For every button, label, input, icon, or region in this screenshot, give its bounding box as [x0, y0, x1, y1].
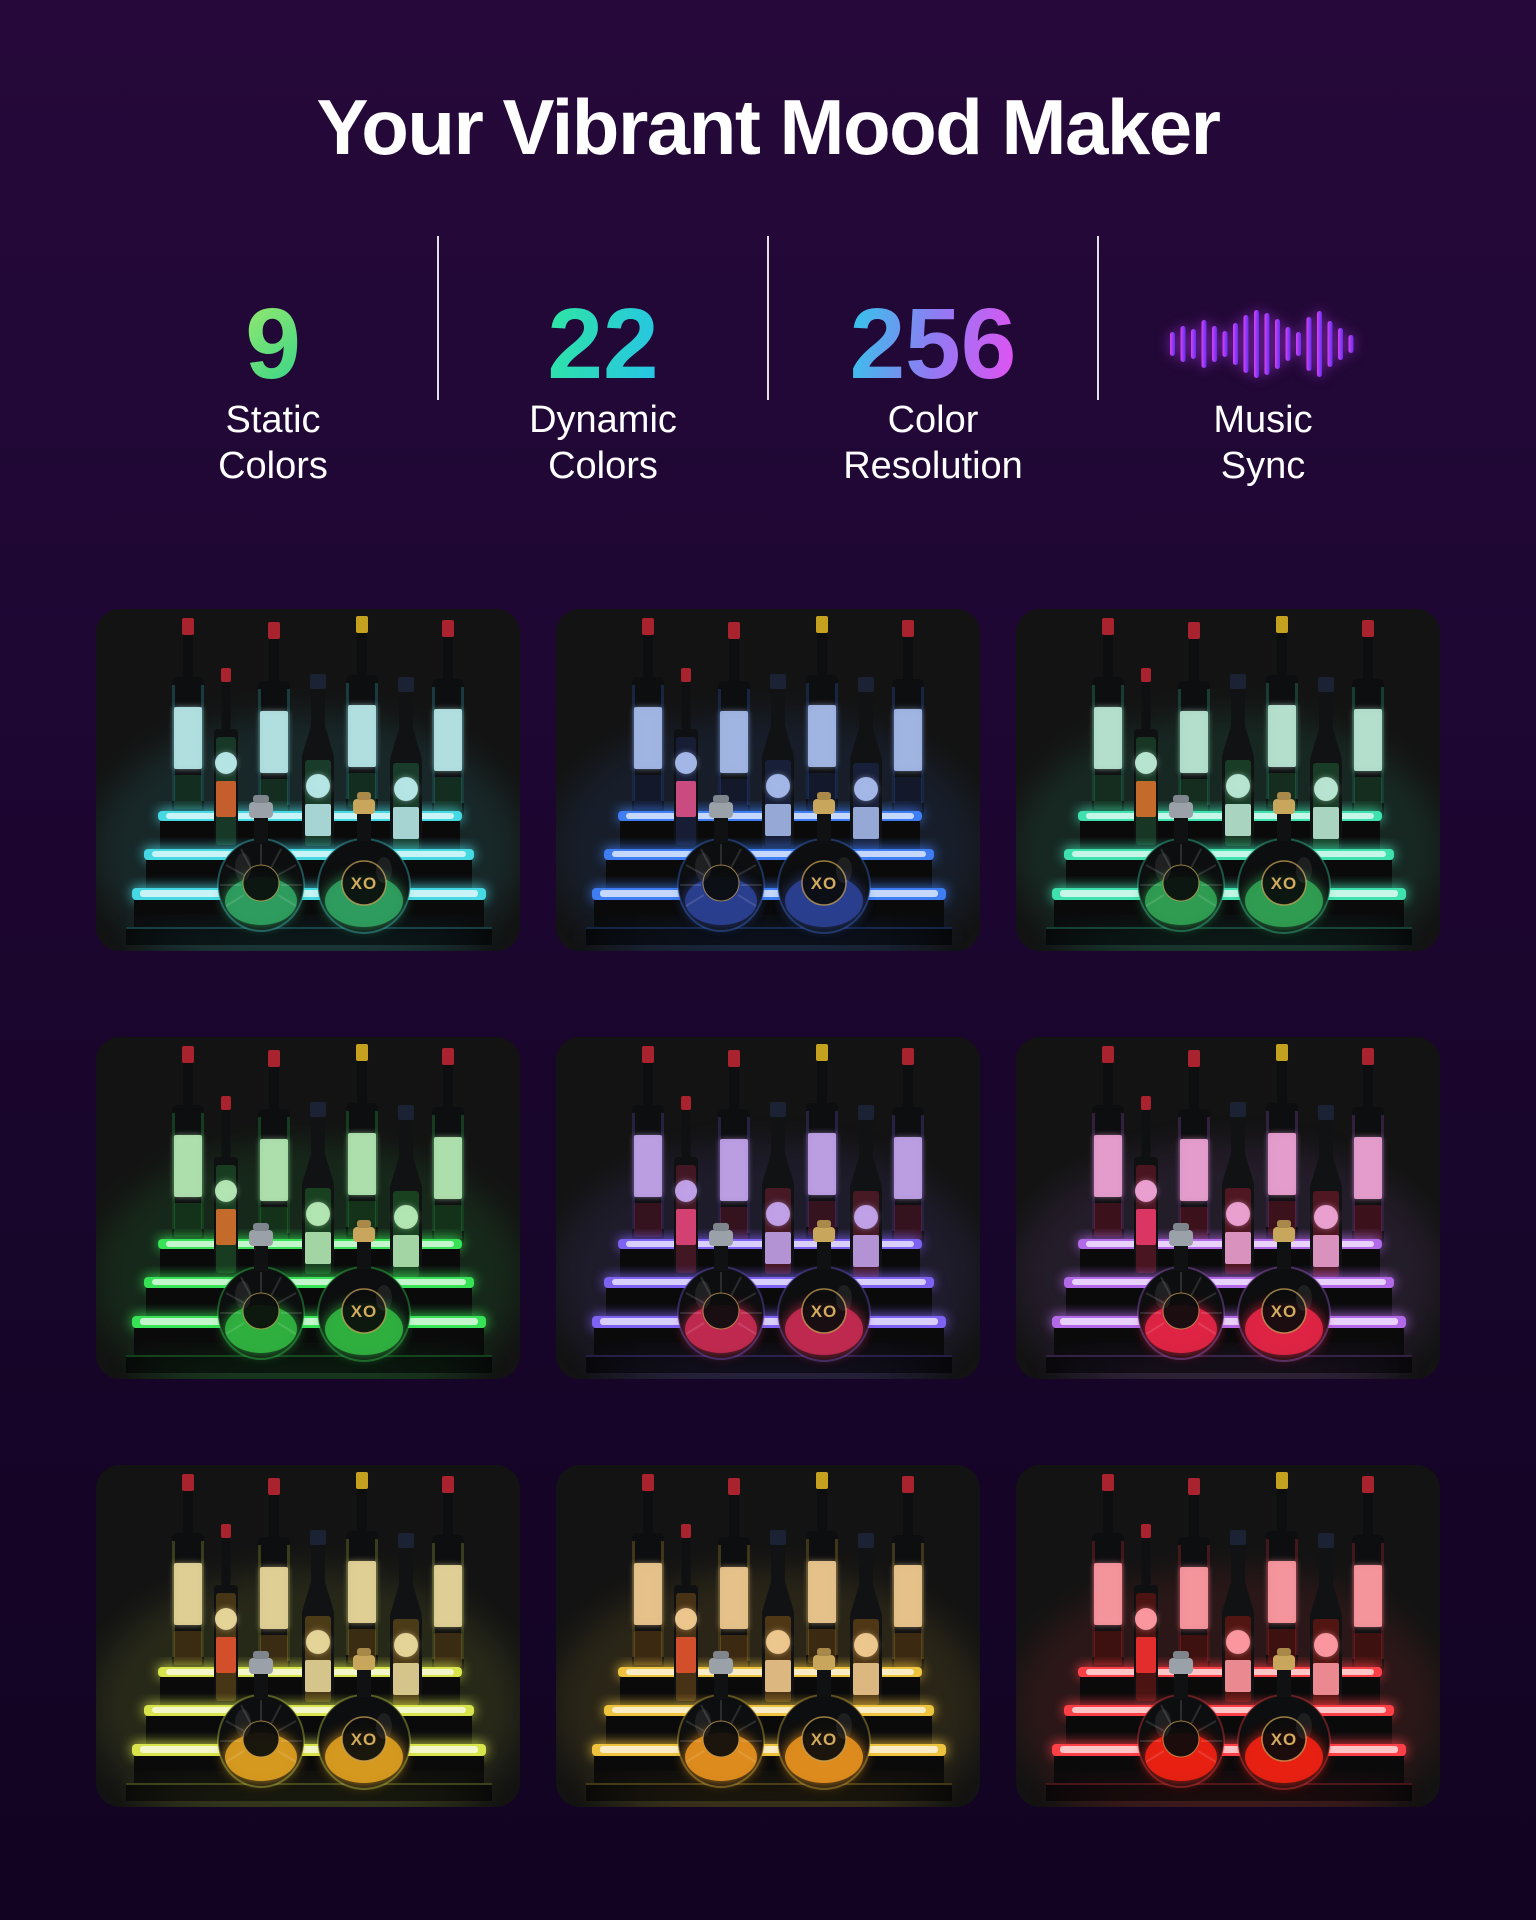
stat-dynamic-colors: 22 Dynamic Colors — [467, 236, 739, 489]
shelf-tile-teal-green — [1016, 609, 1440, 952]
music-sync-label: Music Sync — [1213, 399, 1313, 487]
shelf-tile-red — [1016, 1465, 1440, 1808]
shelf-tile-yellow-green — [96, 1465, 520, 1808]
color-resolution-value: 256 — [849, 288, 1017, 400]
page-title: Your Vibrant Mood Maker — [316, 83, 1221, 171]
static-colors-value: 9 — [245, 288, 301, 400]
stats-row: 9 Static Colors 22 Dynamic Colors 256 Co… — [0, 236, 1536, 489]
stat-color-resolution: 256 Color Resolution — [797, 236, 1069, 489]
static-colors-label: Static Colors — [218, 399, 328, 487]
shelf-tile-amber — [556, 1465, 980, 1808]
stat-divider — [437, 236, 439, 400]
stat-divider — [767, 236, 769, 400]
stat-divider — [1097, 236, 1099, 400]
color-resolution-label: Color Resolution — [843, 399, 1023, 487]
music-waveform-icon — [1168, 294, 1358, 394]
shelf-tile-ice-blue — [96, 609, 520, 952]
dynamic-colors-value: 22 — [547, 288, 659, 400]
color-grid — [0, 609, 1536, 1808]
shelf-tile-green — [96, 1037, 520, 1380]
shelf-tile-violet-pink — [1016, 1037, 1440, 1380]
stat-static-colors: 9 Static Colors — [137, 236, 409, 489]
shelf-tile-purple — [556, 1037, 980, 1380]
dynamic-colors-label: Dynamic Colors — [529, 399, 677, 487]
stat-music-sync: Music Sync — [1127, 236, 1399, 489]
shelf-tile-blue — [556, 609, 980, 952]
